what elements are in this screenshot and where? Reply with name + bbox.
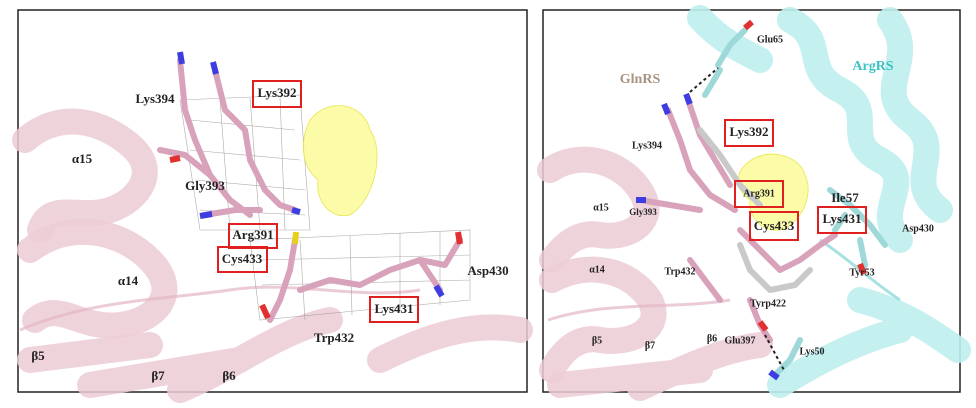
structure-label: α15 [593,202,609,213]
residue-label: Lys431 [822,211,861,226]
residue-label: Trp432 [665,266,696,277]
highlight-box [734,180,784,208]
highlight-box [252,80,302,108]
residue-label: Cys433 [222,251,263,266]
h-bonds [689,67,786,373]
residue-label: Ile57 [831,190,859,205]
structure-label: α15 [72,151,93,166]
residue-label: Lys394 [632,140,662,151]
highlight-box [369,296,419,323]
residue-label: Lys50 [799,346,824,357]
structure-label: β6 [707,333,717,344]
structure-label: β6 [222,368,236,383]
highlight-box [217,246,268,273]
residue-sticks [157,57,463,323]
residue-sticks [637,27,888,378]
structure-label: β5 [31,348,45,363]
residue-label: Lys392 [257,85,296,100]
ribbon [537,146,773,401]
highlight-box [749,211,799,241]
highlight-box [724,119,774,147]
residue-label: Tyrp422 [750,298,786,309]
ribbon [12,108,533,403]
residue-label: Cys433 [754,218,795,233]
structure-label: α14 [118,273,139,288]
left-panel: Lys394 Lys392 α15 Gly393 Arg391 Cys433 α… [12,9,533,403]
ligand-density [302,105,378,217]
atoms [636,19,867,381]
residue-label: Lys392 [729,124,768,139]
protein-label: GlnRS [620,72,661,87]
residue-label: Asp430 [467,263,508,278]
residue-label: Gly393 [629,207,657,217]
structure-label: β5 [592,335,602,346]
residue-label: Arg391 [232,227,273,242]
residue-label: Lys394 [135,91,175,106]
atoms [169,51,463,320]
protein-label: ArgRS [852,59,893,74]
residue-label: Glu65 [757,34,783,45]
residue-label: Tyr53 [849,267,874,278]
residue-label: Asp430 [902,223,934,234]
structure-label: β7 [151,368,165,383]
residue-label: Glu397 [724,335,755,346]
residue-label: Lys431 [374,301,413,316]
right-panel: GlnRS ArgRS Glu65 Lys392 Lys394 Arg391 I… [537,5,971,401]
residue-label: Arg391 [743,188,775,199]
residue-label: Trp432 [314,330,354,345]
structure-label: β7 [645,340,655,351]
highlight-box [817,206,867,234]
residue-label: Gly393 [185,178,225,193]
structure-label: α14 [589,264,605,275]
